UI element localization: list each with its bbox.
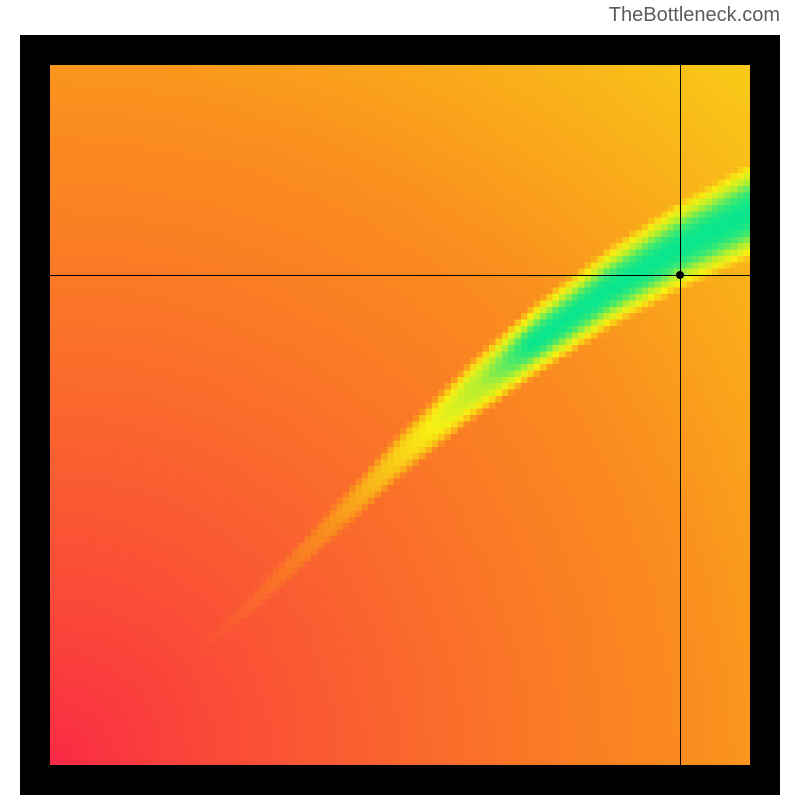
page-root: { "watermark": { "text": "TheBottleneck.… <box>0 0 800 800</box>
chart-inner-frame <box>50 65 750 765</box>
bottleneck-heatmap <box>50 65 750 765</box>
crosshair-vertical <box>680 65 681 765</box>
chart-outer-frame <box>20 35 780 795</box>
crosshair-marker <box>676 271 684 279</box>
watermark-text: TheBottleneck.com <box>609 4 780 27</box>
crosshair-horizontal <box>50 275 750 276</box>
